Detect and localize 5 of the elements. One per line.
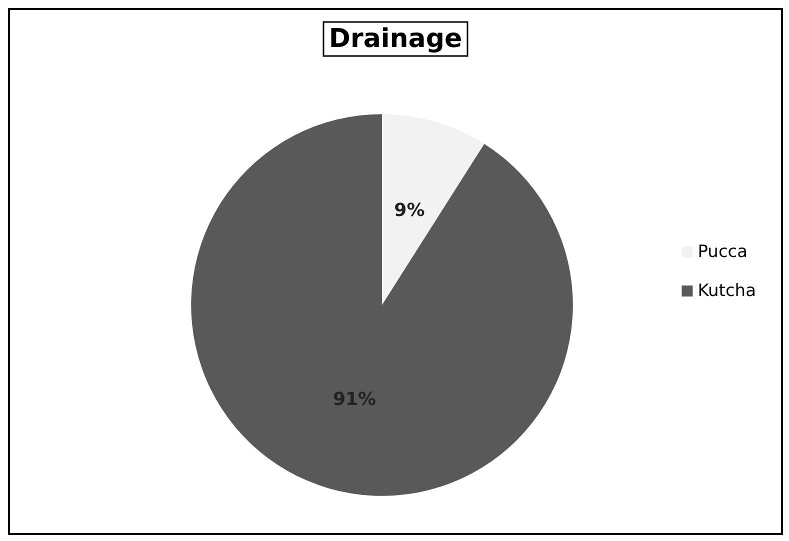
data-label: 91% (332, 389, 376, 410)
legend-label: Kutcha (698, 281, 756, 301)
chart-title: Drainage (328, 24, 462, 54)
data-label: 9% (394, 200, 425, 221)
legend-label: Pucca (698, 242, 748, 262)
